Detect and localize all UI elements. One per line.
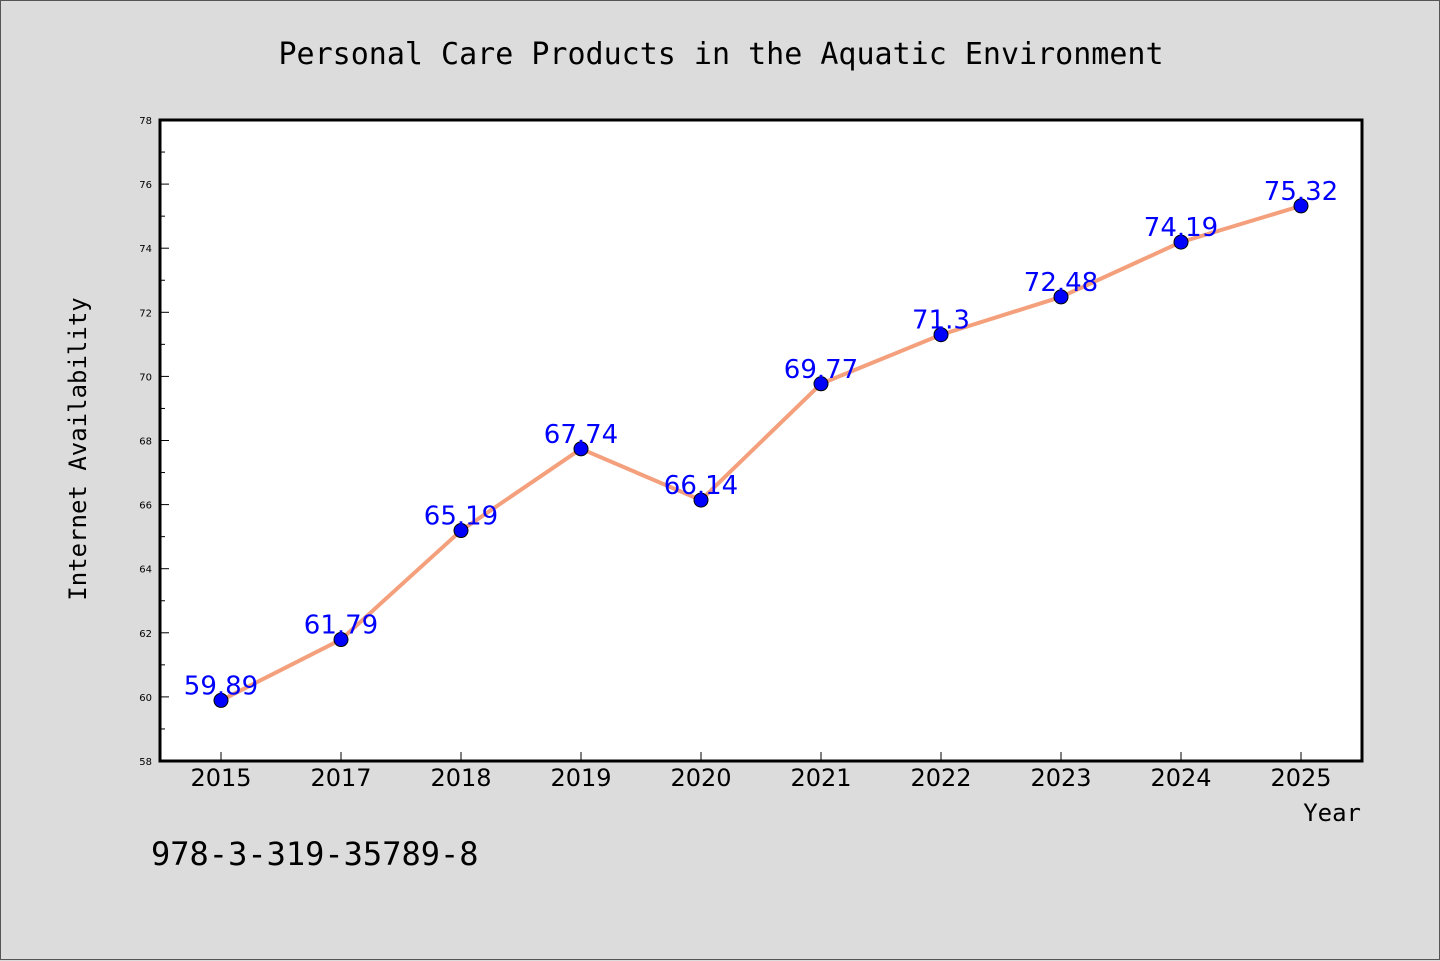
isbn-text: 978-3-319-35789-8 <box>151 835 479 873</box>
data-label: 67.74 <box>544 420 618 450</box>
y-tick-label: 74 <box>139 244 152 255</box>
data-point <box>1053 289 1069 305</box>
data-point <box>573 441 589 457</box>
series-line <box>219 203 1303 703</box>
data-label: 74.19 <box>1144 213 1218 243</box>
x-tick-label: 2017 <box>310 764 371 792</box>
data-label: 72.48 <box>1024 268 1098 298</box>
y-tick-label: 72 <box>139 308 152 319</box>
data-label: 65.19 <box>424 502 498 532</box>
data-point <box>1173 234 1189 250</box>
x-tick-label: 2024 <box>1150 764 1211 792</box>
data-label: 71.3 <box>912 306 970 336</box>
data-label: 66.14 <box>664 471 738 501</box>
data-point <box>333 632 349 648</box>
x-tick-label: 2025 <box>1270 764 1331 792</box>
data-point <box>693 492 709 508</box>
x-tick-label: 2018 <box>430 764 491 792</box>
series-points-group <box>213 198 1309 708</box>
data-labels-group: 59.89 61.79 65.19 67.74 66.14 69.77 71.3 72.48 7… <box>184 177 1338 702</box>
data-label: 61.79 <box>304 611 378 641</box>
data-label: 75.32 <box>1264 177 1338 207</box>
x-axis-ticks: 2015 2017 2018 2019 2020 2021 2022 2023 2024 2025 <box>190 752 1332 792</box>
chart-title: Personal Care Products in the Aquatic En… <box>278 37 1163 72</box>
y-axis-label: Internet Availability <box>64 297 92 600</box>
y-tick-label: 70 <box>139 372 152 383</box>
data-point <box>213 692 229 708</box>
x-tick-label: 2015 <box>190 764 251 792</box>
data-point <box>813 376 829 392</box>
y-tick-label: 68 <box>139 437 152 448</box>
y-tick-label: 66 <box>139 501 152 512</box>
y-tick-label: 62 <box>139 629 152 640</box>
y-axis-ticks: 58 60 62 64 66 68 70 72 74 76 78 <box>139 116 169 768</box>
x-tick-label: 2020 <box>670 764 731 792</box>
y-tick-label: 64 <box>139 565 152 576</box>
data-point <box>453 523 469 539</box>
data-label: 59.89 <box>184 671 258 701</box>
x-tick-label: 2022 <box>910 764 971 792</box>
data-point <box>933 327 949 343</box>
x-axis-label: Year <box>1303 799 1361 827</box>
x-tick-label: 2021 <box>790 764 851 792</box>
series-line-group <box>219 203 1303 703</box>
y-tick-label: 60 <box>139 693 152 704</box>
y-tick-label: 58 <box>139 757 152 768</box>
x-tick-label: 2019 <box>550 764 611 792</box>
y-tick-label: 76 <box>139 180 152 191</box>
data-label: 69.77 <box>784 355 858 385</box>
y-tick-label: 78 <box>139 116 152 127</box>
x-tick-label: 2023 <box>1030 764 1091 792</box>
data-point <box>1293 198 1309 214</box>
